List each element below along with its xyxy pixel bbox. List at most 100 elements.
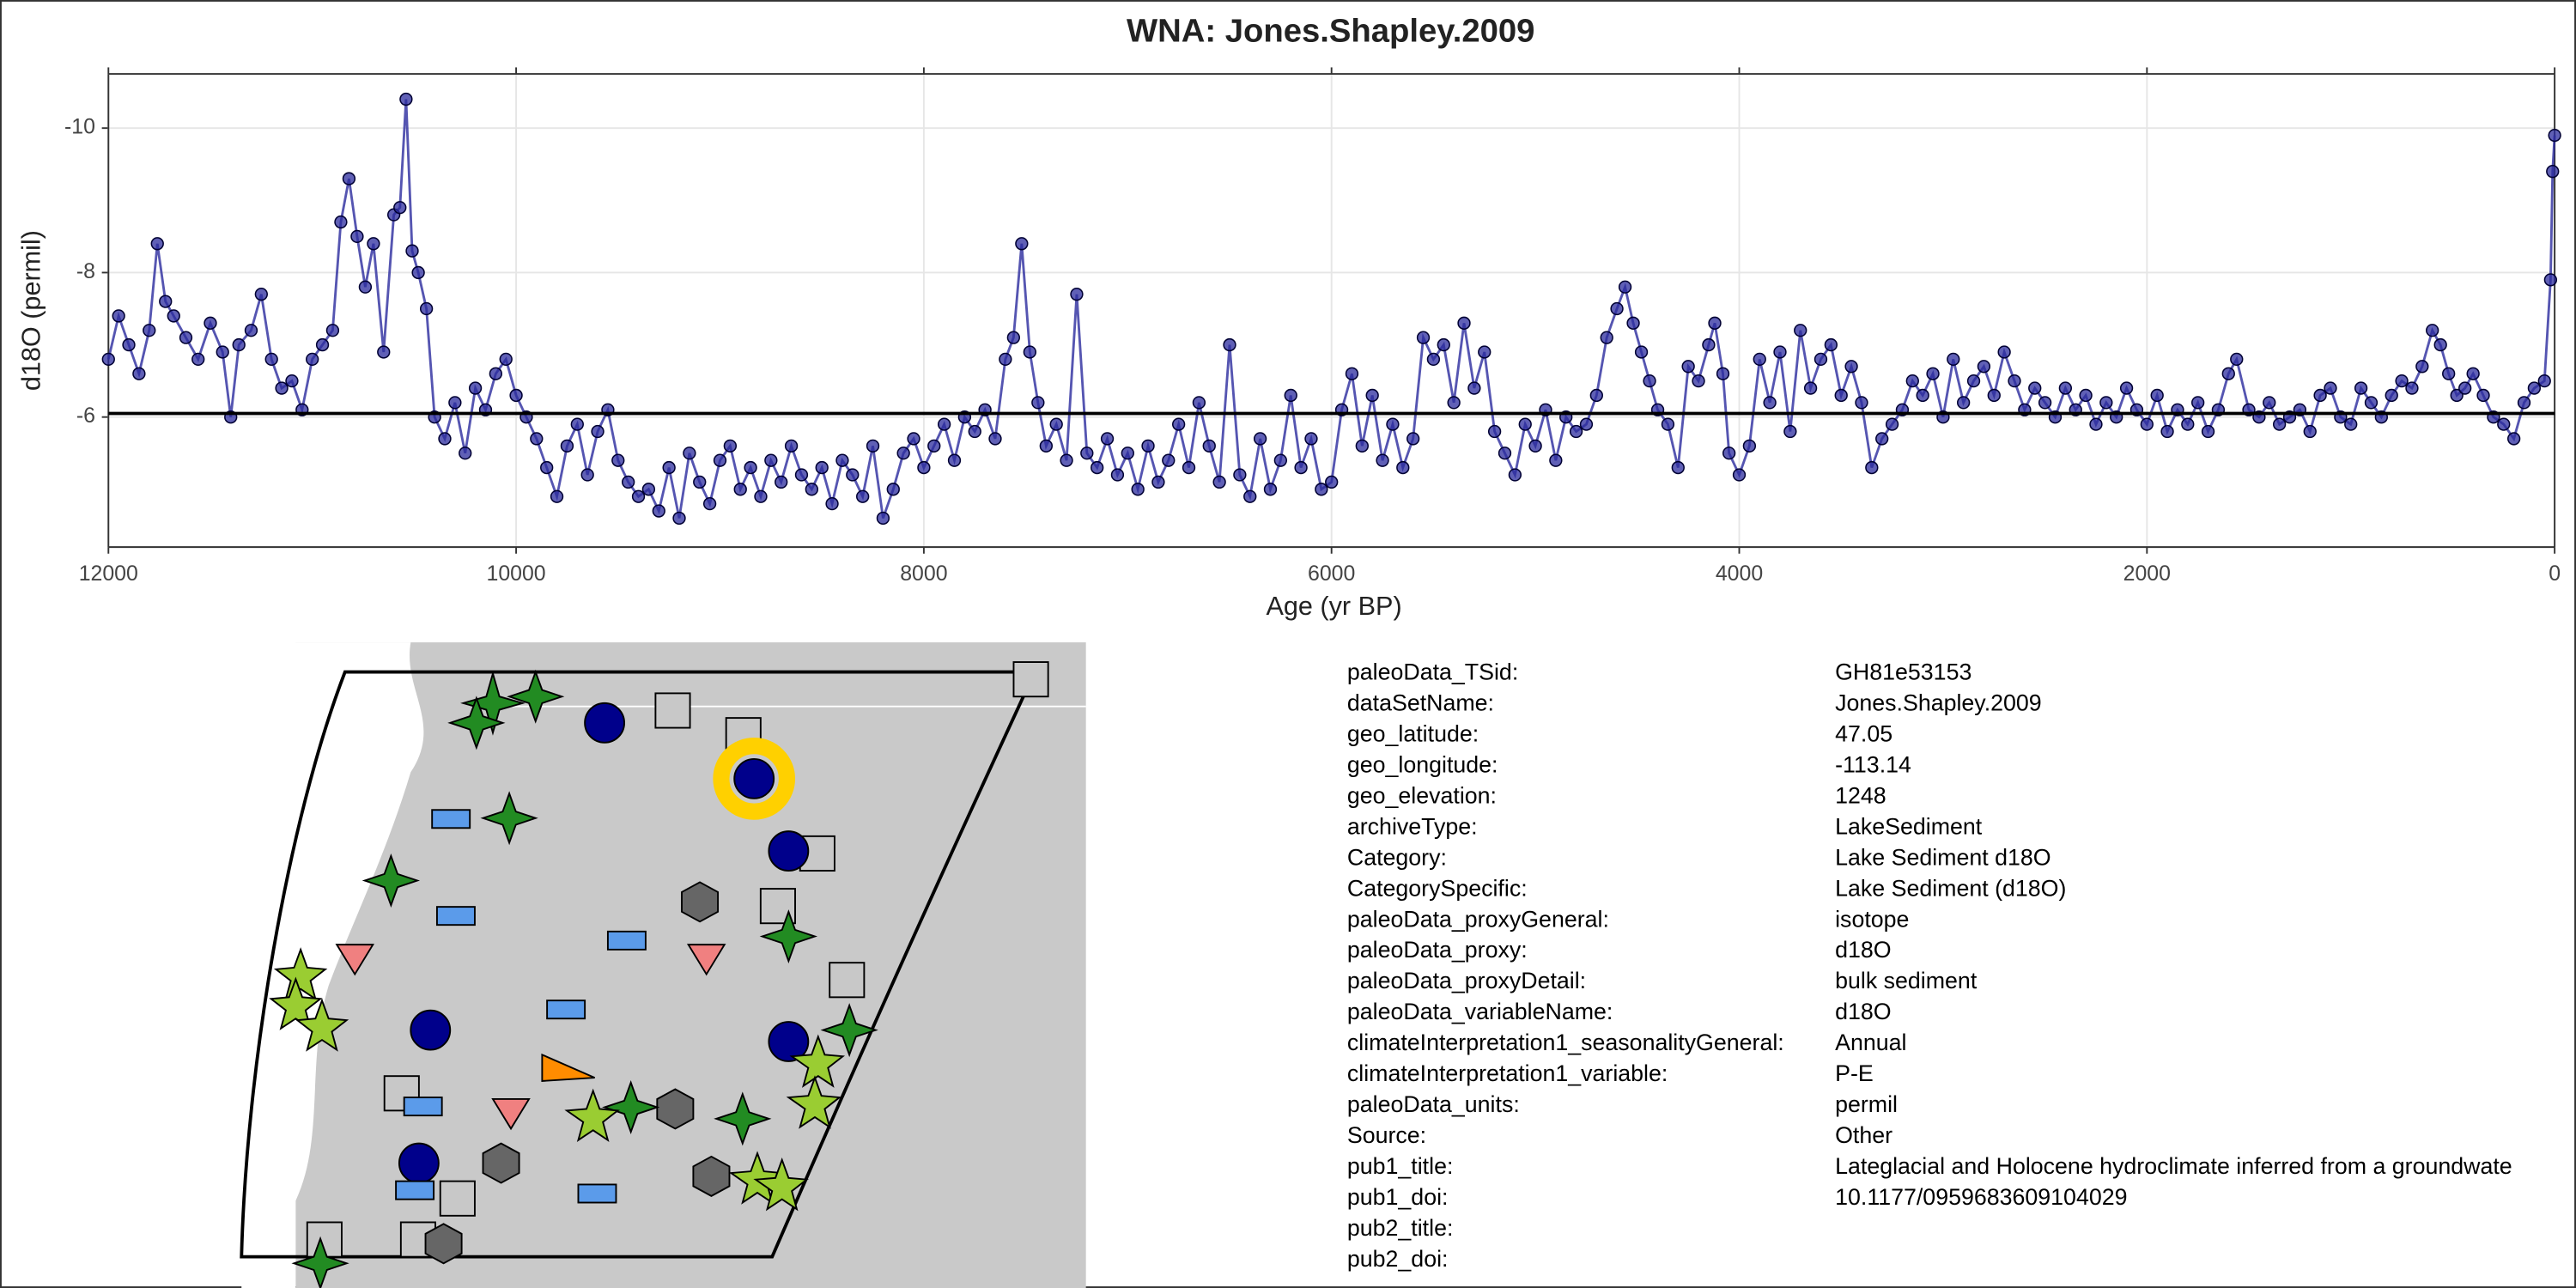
data-point	[1549, 453, 1563, 467]
data-point	[150, 237, 164, 251]
data-point	[835, 453, 849, 467]
data-point	[570, 417, 584, 431]
data-point	[2191, 396, 2205, 410]
site-marker	[733, 757, 775, 799]
data-point	[2230, 352, 2244, 367]
site-marker	[424, 1223, 463, 1265]
data-point	[530, 432, 544, 446]
data-point	[1794, 324, 1807, 337]
data-point	[1121, 447, 1134, 460]
data-point	[1060, 453, 1073, 467]
x-tick-label: 8000	[900, 562, 947, 586]
data-point	[1803, 381, 1818, 395]
site-marker	[564, 1088, 620, 1143]
x-tick-label: 10000	[487, 562, 546, 586]
data-point	[325, 324, 340, 337]
data-point	[2458, 381, 2472, 395]
data-point	[499, 352, 513, 367]
data-point	[1416, 331, 1431, 344]
data-point	[1518, 417, 1532, 431]
data-point	[2537, 374, 2551, 388]
data-point	[1376, 453, 1389, 467]
metadata-key: Category:	[1347, 844, 1447, 870]
data-point	[399, 92, 413, 106]
data-point	[2354, 381, 2368, 395]
site-marker	[460, 670, 526, 736]
data-point	[805, 483, 818, 496]
data-point	[2324, 381, 2337, 395]
data-point	[393, 201, 407, 215]
data-point	[2546, 165, 2560, 179]
data-point	[1763, 396, 1777, 410]
data-point	[1957, 396, 1971, 410]
chart-title: WNA: Jones.Shapley.2009	[1127, 12, 1534, 49]
site-marker	[820, 1003, 878, 1058]
data-point	[550, 489, 564, 503]
metadata-key: dataSetName:	[1347, 690, 1494, 715]
data-point	[775, 475, 788, 489]
data-point	[1905, 374, 1919, 388]
metadata-key: pub2_doi:	[1347, 1246, 1449, 1272]
data-point	[580, 468, 594, 482]
data-point	[1692, 374, 1705, 388]
data-point	[693, 475, 707, 489]
site-marker	[786, 1075, 842, 1129]
data-point	[1365, 388, 1379, 403]
data-point	[489, 367, 502, 380]
data-point	[927, 439, 941, 453]
site-marker	[584, 702, 625, 744]
site-marker	[273, 947, 328, 1001]
data-point	[2079, 388, 2093, 403]
data-point	[2506, 432, 2521, 446]
metadata-key: pub2_title:	[1347, 1215, 1454, 1241]
data-point	[1233, 468, 1247, 482]
data-point	[2272, 417, 2287, 431]
data-point	[1814, 352, 1828, 367]
x-tick-label: 6000	[1308, 562, 1355, 586]
data-point	[1742, 439, 1757, 453]
data-point	[1722, 447, 1736, 460]
data-point	[179, 331, 193, 344]
metadata-value: d18O	[1835, 937, 1891, 963]
x-tick-label: 12000	[79, 562, 138, 586]
data-point	[2313, 388, 2327, 403]
data-point	[1304, 432, 1318, 446]
metadata-key: pub1_doi:	[1347, 1184, 1449, 1210]
metadata-value: Annual	[1835, 1030, 1906, 1055]
site-marker	[606, 930, 647, 951]
site-marker	[491, 1098, 531, 1131]
data-point	[1070, 288, 1084, 301]
data-point	[672, 511, 686, 526]
data-point	[191, 352, 205, 367]
site-marker	[507, 669, 565, 724]
data-point	[2181, 417, 2195, 431]
data-point	[1437, 337, 1450, 352]
data-point	[2201, 424, 2215, 439]
metadata-value: Other	[1835, 1122, 1893, 1148]
site-marker	[728, 1151, 785, 1205]
metadata-value: GH81e53153	[1835, 659, 1971, 685]
metadata-key: climateInterpretation1_variable:	[1347, 1060, 1668, 1086]
data-point	[405, 244, 419, 258]
data-point	[1223, 337, 1236, 352]
data-point	[2466, 367, 2480, 380]
data-point	[540, 460, 554, 475]
data-point	[1039, 439, 1053, 453]
data-point	[1386, 417, 1400, 431]
site-marker	[789, 1034, 846, 1088]
map-extent	[240, 670, 1034, 1259]
data-point	[1498, 447, 1512, 460]
data-point	[1875, 432, 1889, 446]
data-point	[1824, 337, 1838, 352]
site-marker	[291, 1236, 349, 1288]
x-axis-label: Age (yr BP)	[1266, 592, 1401, 621]
metadata-value: Lateglacial and Holocene hydroclimate in…	[1835, 1153, 2512, 1179]
data-point	[159, 295, 173, 308]
site-marker	[335, 944, 375, 976]
data-point	[285, 374, 299, 388]
data-point	[2548, 128, 2561, 143]
data-point	[367, 237, 380, 251]
data-point	[1263, 483, 1278, 496]
data-point	[1708, 316, 1722, 330]
data-point	[1947, 352, 1960, 367]
